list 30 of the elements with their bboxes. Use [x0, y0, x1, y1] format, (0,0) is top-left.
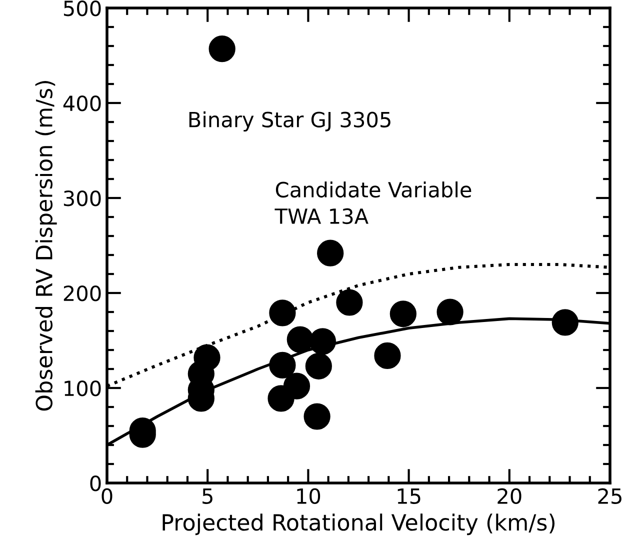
x-tick-label: 10 — [297, 488, 320, 504]
point — [374, 342, 401, 370]
y-tick-label: 500 — [64, 0, 101, 16]
y-tick-label: 300 — [64, 190, 101, 206]
point — [286, 326, 314, 353]
point — [317, 240, 344, 266]
point — [305, 352, 332, 380]
x-tick-label: 20 — [498, 488, 522, 504]
y-tick-label: 100 — [64, 380, 101, 396]
y-tick-label: 0 — [90, 475, 101, 492]
y-tick-label: 200 — [64, 285, 101, 302]
x-axis-title: Projected Rotational Velocity (km/s) — [162, 514, 554, 536]
point — [269, 352, 296, 379]
annotation: Candidate Variable TWA 13A — [274, 181, 472, 224]
point — [390, 300, 416, 328]
point — [283, 372, 310, 400]
point — [269, 300, 296, 326]
point — [336, 289, 363, 316]
x-tick-label: 0 — [102, 488, 112, 504]
x-tick-label: 5 — [202, 488, 212, 504]
y-tick-label: 400 — [63, 95, 101, 112]
point — [436, 298, 464, 326]
x-tick-label: 15 — [398, 488, 420, 504]
point — [552, 309, 578, 336]
y-axis-title: Observed RV Dispersion (m/s) — [35, 81, 57, 411]
x-tick-label: 25 — [598, 488, 622, 504]
point — [208, 36, 236, 62]
annotation: Binary Star GJ 3305 — [189, 111, 390, 132]
point — [304, 403, 330, 430]
point — [309, 328, 336, 355]
